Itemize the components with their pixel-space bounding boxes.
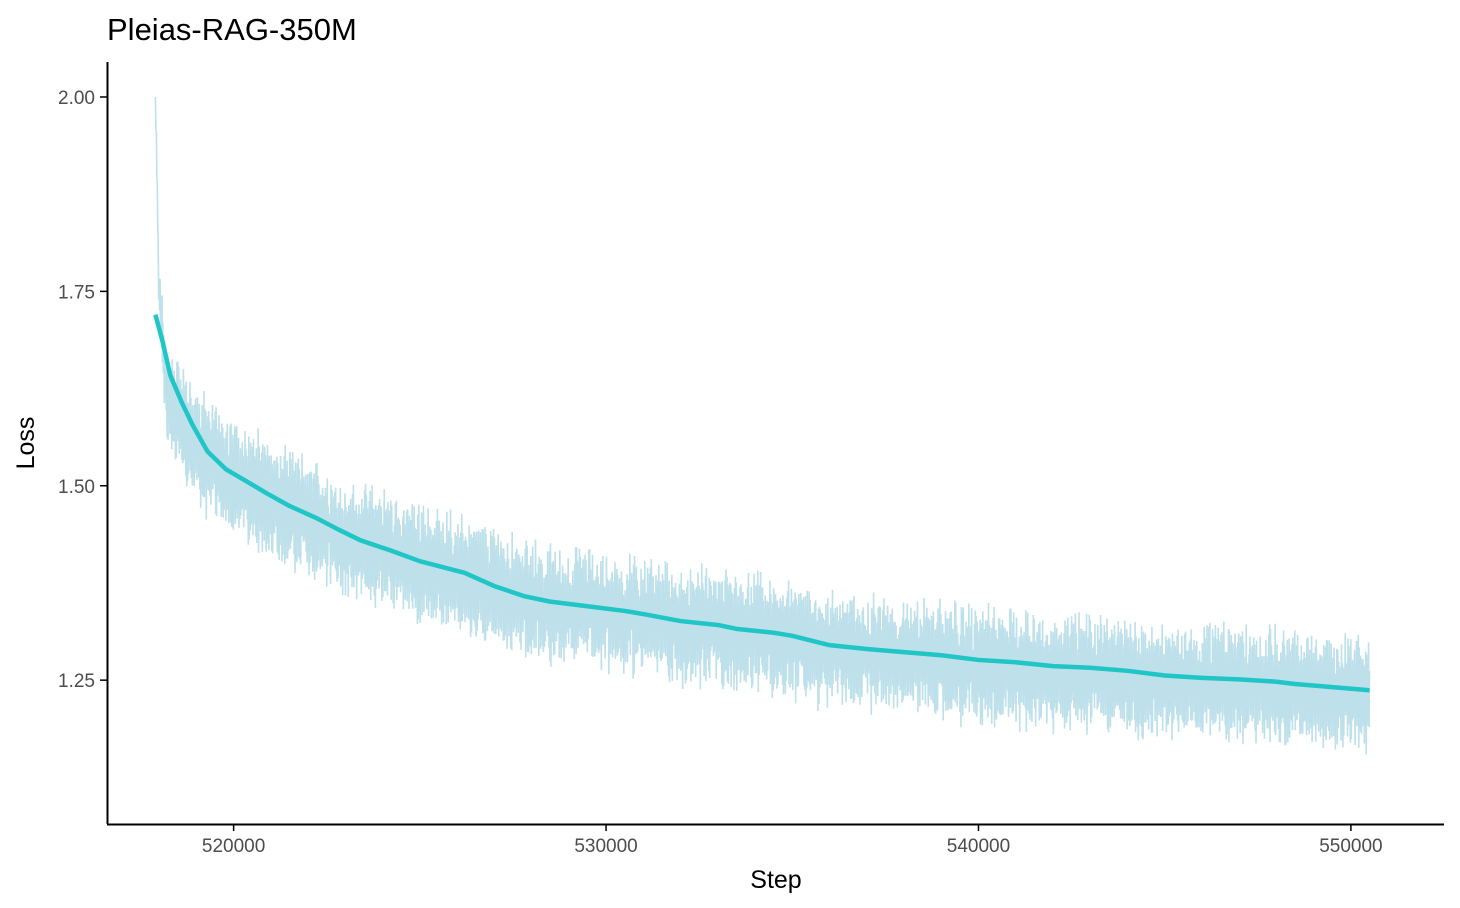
x-tick-label: 520000: [202, 836, 265, 857]
y-axis-title: Loss: [12, 417, 40, 470]
y-axis-ticks: 1.25 1.50 1.75 2.00: [58, 88, 107, 692]
plot-area: [153, 96, 1371, 755]
y-tick-label: 1.50: [58, 477, 95, 498]
y-tick-label: 1.25: [58, 671, 95, 692]
y-tick-label: 2.00: [58, 88, 95, 109]
raw-loss-layer: [154, 96, 1371, 755]
y-tick-label: 1.75: [58, 282, 95, 303]
smoothed-loss-layer: [153, 314, 1370, 693]
x-tick-label: 550000: [1319, 836, 1382, 857]
x-axis-ticks: 520000 530000 540000 550000: [202, 824, 1383, 857]
raw-loss-line: [154, 96, 1371, 755]
smoothed-loss-line: [153, 314, 1370, 693]
chart-title: Pleias-RAG-350M: [107, 12, 357, 47]
x-tick-label: 540000: [947, 836, 1010, 857]
x-axis-title: Step: [750, 866, 801, 894]
x-tick-label: 530000: [574, 836, 637, 857]
